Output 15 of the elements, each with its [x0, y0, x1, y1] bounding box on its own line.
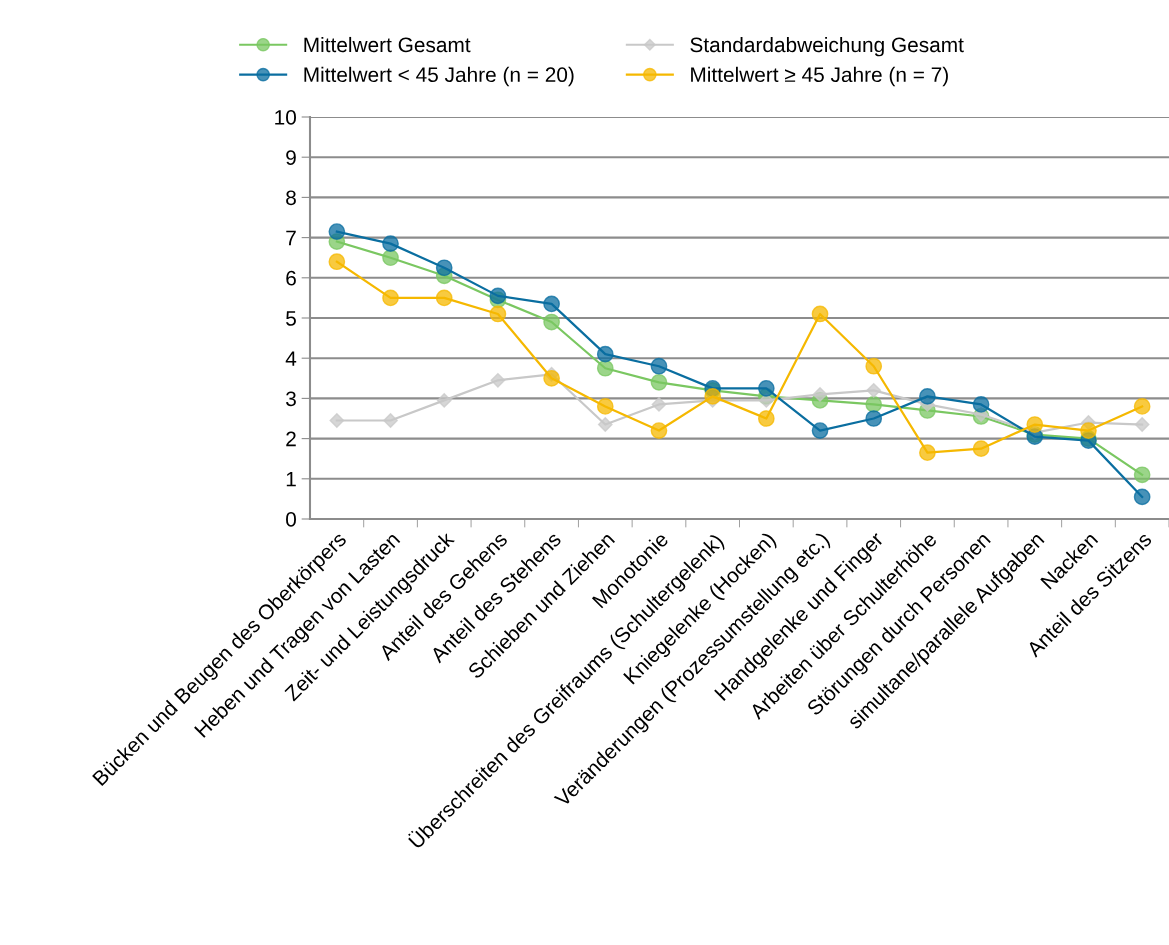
- legend-label: Standardabweichung Gesamt: [690, 36, 964, 57]
- y-tick-label: 0: [286, 512, 296, 527]
- y-tick-label: 5: [286, 311, 296, 326]
- legend-label: Mittelwert Gesamt: [304, 36, 471, 53]
- y-tick-label: 1: [286, 472, 296, 487]
- y-tick-label: 7: [286, 230, 296, 246]
- legend-label: Mittelwert < 45 Jahre (n = 20): [304, 66, 574, 87]
- legend-label: Mittelwert ≥ 45 Jahre (n = 7): [691, 66, 948, 87]
- y-tick-label: 2: [286, 431, 296, 447]
- y-tick-label: 4: [285, 351, 297, 366]
- y-tick-label: 3: [286, 391, 296, 407]
- y-tick-label: 9: [286, 150, 296, 165]
- y-tick-label: 6: [286, 270, 296, 286]
- y-tick-label: 10: [275, 110, 296, 125]
- y-tick-label: 8: [286, 190, 296, 206]
